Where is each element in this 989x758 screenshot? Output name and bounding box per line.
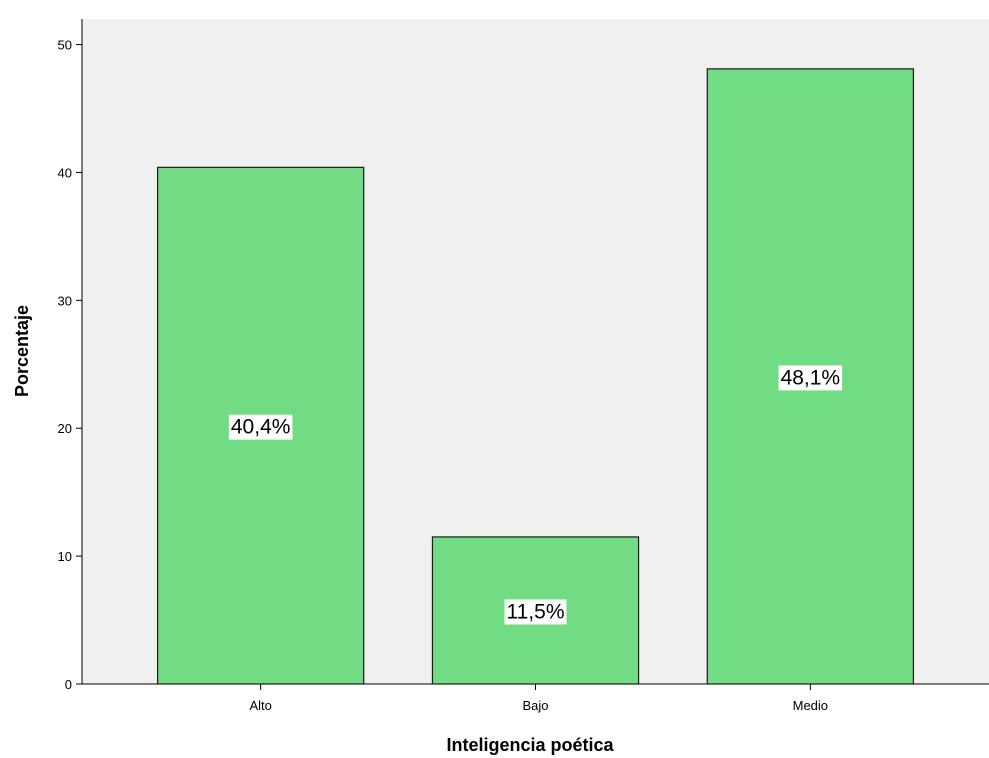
data-label-background [228, 414, 293, 440]
x-axis: Alto Bajo Medio [82, 683, 989, 713]
data-label-group: 40,4% [228, 414, 293, 440]
y-axis: 0 10 20 30 40 50 [58, 19, 83, 692]
x-axis-title: Inteligencia poética [446, 735, 614, 755]
x-tick-label: Medio [793, 698, 828, 713]
y-tick-label: 50 [58, 38, 72, 53]
x-tick-label: Alto [249, 698, 271, 713]
y-tick-label: 10 [58, 549, 72, 564]
data-label: 11,5% [507, 600, 565, 623]
y-tick-label: 0 [65, 677, 72, 692]
data-labels: 40,4% 11,5% 48,1% [228, 365, 843, 625]
y-tick-label: 40 [58, 165, 72, 180]
y-tick-label: 20 [58, 421, 72, 436]
y-axis-title: Porcentaje [12, 305, 32, 397]
data-label-background [504, 599, 567, 625]
data-label-group: 48,1% [778, 365, 843, 391]
x-tick-label: Bajo [522, 698, 548, 713]
y-tick-label: 30 [58, 293, 72, 308]
data-label: 48,1% [781, 366, 841, 389]
data-label: 40,4% [231, 416, 291, 439]
data-label-group: 11,5% [504, 599, 567, 625]
data-label-background [778, 365, 843, 391]
